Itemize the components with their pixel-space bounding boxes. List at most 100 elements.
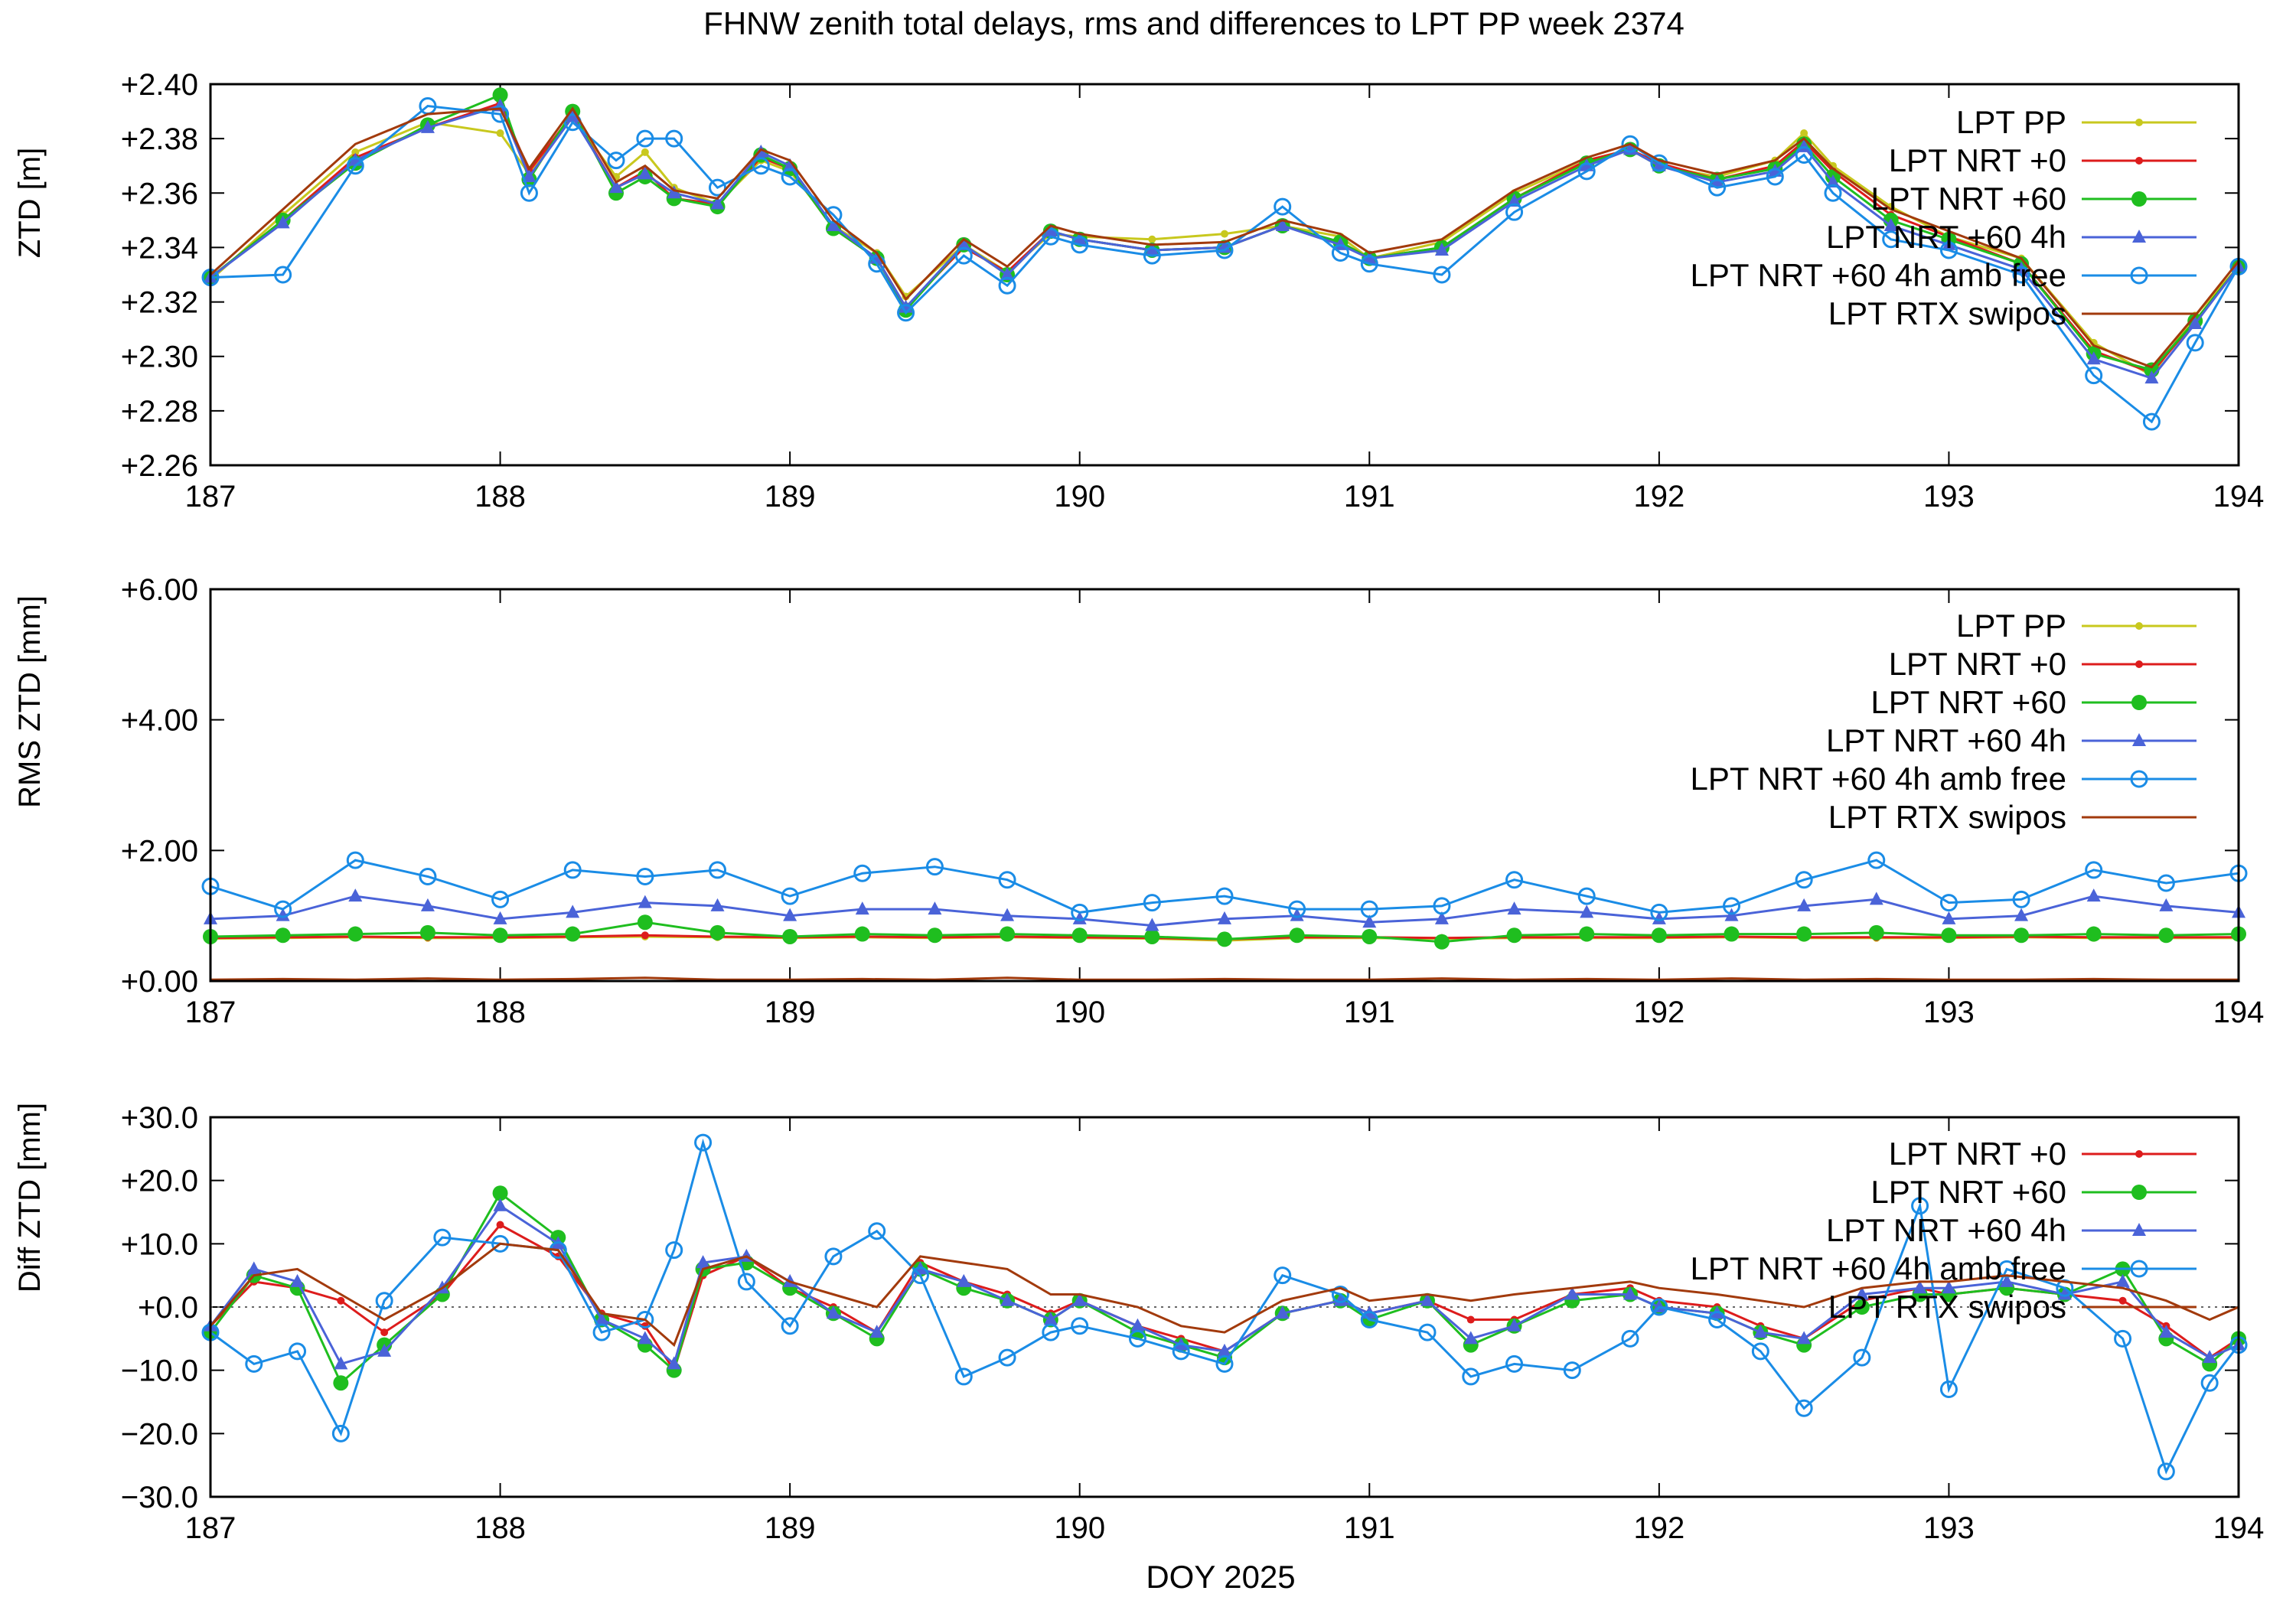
data-point <box>1144 928 1160 944</box>
data-point <box>1998 1260 2016 1278</box>
data-point <box>854 926 870 942</box>
legend-label: LPT NRT +60 4h amb free <box>1691 257 2066 293</box>
x-tick-label: 194 <box>2213 480 2265 513</box>
data-point <box>1218 911 1231 924</box>
data-point <box>1577 887 1596 905</box>
series-lpt-nrt-60 <box>203 914 2246 950</box>
data-point <box>1563 1361 1581 1380</box>
data-point <box>1506 927 1522 944</box>
legend-swatch-marker <box>2135 660 2143 668</box>
data-point <box>1753 1325 1768 1338</box>
data-point <box>1869 892 1883 905</box>
x-tick-label: 187 <box>185 1511 236 1545</box>
data-point <box>1824 184 1842 202</box>
data-point <box>1462 1367 1480 1386</box>
data-point <box>737 1273 755 1291</box>
y-tick-label: +2.00 <box>121 834 198 868</box>
data-point <box>2012 890 2030 908</box>
data-point <box>1362 928 1378 944</box>
data-point <box>1434 242 1449 256</box>
data-point <box>491 890 510 908</box>
data-point <box>1071 236 1089 254</box>
data-point <box>927 927 943 944</box>
data-point <box>1463 1331 1478 1345</box>
data-point <box>1797 898 1812 911</box>
data-point <box>1274 197 1292 216</box>
data-point <box>1724 926 1740 942</box>
data-point <box>419 867 437 885</box>
y-tick-label: −20.0 <box>121 1417 198 1451</box>
data-point <box>638 1331 652 1345</box>
data-point <box>1795 145 1813 164</box>
data-point <box>346 851 364 869</box>
x-tick-label: 188 <box>475 1511 526 1545</box>
data-point <box>1854 1286 1869 1300</box>
data-point <box>1882 230 1900 249</box>
legend-label: LPT NRT +60 4h <box>1826 219 2066 255</box>
data-point <box>1360 900 1378 918</box>
data-point <box>1939 241 1958 259</box>
legend-swatch-marker <box>2130 1260 2148 1278</box>
x-tick-label: 193 <box>1923 996 1975 1029</box>
data-point <box>1942 911 1956 924</box>
data-point <box>1883 217 1898 231</box>
y-tick-label: +0.00 <box>121 965 198 999</box>
series-line <box>210 1138 2240 1475</box>
data-point <box>1621 1329 1639 1348</box>
legend-label: LPT NRT +0 <box>1889 142 2066 178</box>
data-point <box>1143 894 1161 912</box>
data-point <box>868 1222 886 1240</box>
x-tick-label: 193 <box>1923 1511 1975 1545</box>
data-point <box>1000 267 1015 280</box>
data-point <box>998 1348 1016 1367</box>
data-point <box>637 914 653 931</box>
legend-label: LPT PP <box>1956 104 2066 140</box>
data-point <box>2000 1273 2014 1287</box>
x-tick-label: 189 <box>765 1511 816 1545</box>
data-point <box>2114 1329 2132 1348</box>
legend-swatch-marker <box>2131 1185 2147 1200</box>
legend-swatch-marker <box>2132 230 2146 243</box>
legend-swatch-marker <box>2135 119 2143 126</box>
data-point <box>1579 926 1595 942</box>
legend-label: LPT NRT +60 4h <box>1826 722 2066 758</box>
data-point <box>1507 193 1521 207</box>
data-point <box>1580 905 1594 918</box>
legend-swatch-marker <box>2130 770 2148 788</box>
data-point <box>2200 1374 2219 1392</box>
y-tick-label: +2.32 <box>121 286 198 320</box>
data-point <box>665 1241 683 1260</box>
data-point <box>2157 1462 2175 1481</box>
data-point <box>1362 914 1377 928</box>
data-point <box>246 1261 261 1275</box>
y-tick-label: −30.0 <box>121 1481 198 1514</box>
y-tick-label: +2.26 <box>121 449 198 483</box>
data-point <box>1289 927 1305 944</box>
data-point <box>1042 1323 1060 1341</box>
data-point <box>869 1325 884 1338</box>
data-point <box>710 196 725 210</box>
data-point <box>563 861 582 879</box>
data-point <box>1290 908 1304 921</box>
y-tick-label: +2.36 <box>121 177 198 210</box>
data-point <box>1130 1318 1145 1332</box>
data-point <box>290 1273 305 1287</box>
data-point <box>1621 135 1639 153</box>
data-point <box>2014 927 2030 944</box>
y-tick-label: −10.0 <box>121 1354 198 1388</box>
data-point <box>710 898 725 911</box>
data-point <box>333 1375 349 1391</box>
data-point <box>420 119 435 133</box>
data-point <box>492 1185 508 1201</box>
data-point <box>1507 901 1521 915</box>
data-point <box>957 1273 971 1287</box>
data-point <box>2086 888 2101 902</box>
data-point <box>520 184 538 202</box>
data-point <box>1942 1280 1956 1294</box>
data-point <box>2012 266 2030 284</box>
data-point <box>1071 1317 1089 1335</box>
data-point <box>696 1255 710 1269</box>
legend-swatch-marker <box>2130 266 2148 285</box>
series-lpt-nrt-60-4h-amb-free <box>201 96 2248 431</box>
